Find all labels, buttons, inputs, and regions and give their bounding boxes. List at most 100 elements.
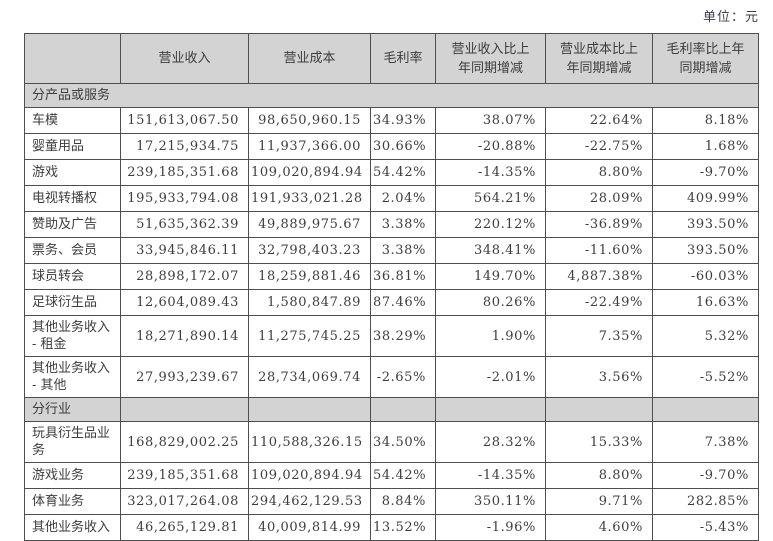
cell-category: 玩具衍生品业务 [24, 421, 121, 463]
unit-label: 单位：元 [702, 10, 759, 25]
cell-category: 票务、会员 [24, 237, 121, 264]
cell-category: 游戏 [24, 159, 121, 186]
data-row: 游戏业务 239,185,351.68 109,020,894.94 54.42% -1… [24, 462, 759, 489]
cell-revenue: 46,265,129.81 [120, 514, 249, 541]
cell-cost: 18,259,881.46 [248, 263, 371, 290]
column-header-revenue: 营业收入 [120, 33, 249, 84]
cell-cost_yoy: 3.56% [545, 356, 653, 398]
cell-cost_yoy: 28.09% [545, 185, 653, 212]
cell-gross_margin: 34.93% [370, 107, 436, 134]
cell-category: 电视转播权 [24, 185, 121, 212]
column-header-gross_margin: 毛利率 [370, 33, 436, 84]
cell-revenue: 195,933,794.08 [120, 185, 249, 212]
cell-category: 赞助及广告 [24, 211, 121, 238]
cell-gross_margin_yoy: 282.85% [652, 488, 759, 515]
cell-cost: 11,937,366.00 [248, 133, 371, 160]
cell-revenue: 239,185,351.68 [120, 159, 249, 186]
data-row: 赞助及广告 51,635,362.39 49,889,975.67 3.38% 220.… [24, 211, 759, 238]
cell-cost_yoy: -22.49% [545, 289, 653, 316]
cell-gross_margin_yoy: 1.68% [652, 133, 759, 160]
cell-gross_margin: 34.50% [370, 421, 436, 463]
data-row: 体育业务 323,017,264.08 294,462,129.53 8.84% 350… [24, 488, 759, 515]
cell-gross_margin: 87.46% [370, 289, 436, 316]
cell-gross_margin_yoy: -5.43% [652, 514, 759, 541]
column-header-cost_yoy: 营业成本比上年同期增减 [545, 33, 653, 84]
cell-cost_yoy: 4.60% [545, 514, 653, 541]
cell-category: 其他业务收入 - 租金 [24, 315, 121, 357]
section-empty-cell [370, 397, 436, 422]
cell-cost: 11,275,745.25 [248, 315, 371, 357]
cell-gross_margin: 54.42% [370, 462, 436, 489]
cell-revenue_yoy: 1.90% [435, 315, 546, 357]
cell-cost_yoy: -22.75% [545, 133, 653, 160]
cell-revenue_yoy: -14.35% [435, 462, 546, 489]
section-empty-cell [120, 397, 249, 422]
cell-cost_yoy: 9.71% [545, 488, 653, 515]
cell-gross_margin: 3.38% [370, 211, 436, 238]
cell-revenue_yoy: -14.35% [435, 159, 546, 186]
data-row: 其他业务收入 - 租金 18,271,890.14 11,275,745.25 38.… [24, 315, 759, 357]
cell-revenue: 239,185,351.68 [120, 462, 249, 489]
cell-revenue_yoy: -2.01% [435, 356, 546, 398]
cell-revenue: 28,898,172.07 [120, 263, 249, 290]
cell-gross_margin_yoy: -9.70% [652, 462, 759, 489]
data-row: 婴童用品 17,215,934.75 11,937,366.00 30.66% -20.… [24, 133, 759, 160]
section-title: 分行业 [24, 397, 121, 422]
cell-gross_margin: 36.81% [370, 263, 436, 290]
section-row: 分行业 [24, 397, 759, 422]
data-row: 其他业务收入 - 其他 27,993,239.67 28,734,069.74 -2.… [24, 356, 759, 398]
cell-cost_yoy: 7.35% [545, 315, 653, 357]
cell-cost_yoy: -36.89% [545, 211, 653, 238]
financial-table: 营业收入 营业成本 毛利率 营业收入比上年同期增减 营业成本比上年同期增减 毛利率比上年同… [24, 33, 759, 541]
cell-revenue_yoy: 350.11% [435, 488, 546, 515]
cell-cost: 110,588,326.15 [248, 421, 371, 463]
cell-revenue: 27,993,239.67 [120, 356, 249, 398]
cell-cost: 49,889,975.67 [248, 211, 371, 238]
cell-gross_margin: 8.84% [370, 488, 436, 515]
cell-cost_yoy: 4,887.38% [545, 263, 653, 290]
cell-cost: 32,798,403.23 [248, 237, 371, 264]
cell-gross_margin_yoy: 5.32% [652, 315, 759, 357]
cell-revenue_yoy: 28.32% [435, 421, 546, 463]
cell-revenue: 51,635,362.39 [120, 211, 249, 238]
cell-gross_margin: 54.42% [370, 159, 436, 186]
cell-cost_yoy: 8.80% [545, 462, 653, 489]
cell-cost_yoy: 15.33% [545, 421, 653, 463]
cell-category: 体育业务 [24, 488, 121, 515]
cell-revenue_yoy: -1.96% [435, 514, 546, 541]
column-header-category [24, 33, 121, 84]
cell-category: 游戏业务 [24, 462, 121, 489]
data-row: 票务、会员 33,945,846.11 32,798,403.23 3.38% 348.… [24, 237, 759, 264]
cell-gross_margin_yoy: -60.03% [652, 263, 759, 290]
cell-gross_margin_yoy: 8.18% [652, 107, 759, 134]
cell-cost: 1,580,847.89 [248, 289, 371, 316]
cell-category: 球员转会 [24, 263, 121, 290]
cell-revenue_yoy: 348.41% [435, 237, 546, 264]
cell-cost_yoy: 8.80% [545, 159, 653, 186]
cell-cost: 109,020,894.94 [248, 462, 371, 489]
cell-revenue: 168,829,002.25 [120, 421, 249, 463]
cell-gross_margin: 30.66% [370, 133, 436, 160]
cell-cost: 98,650,960.15 [248, 107, 371, 134]
cell-gross_margin_yoy: -9.70% [652, 159, 759, 186]
cell-cost: 109,020,894.94 [248, 159, 371, 186]
data-row: 游戏 239,185,351.68 109,020,894.94 54.42% -14.… [24, 159, 759, 186]
cell-category: 其他业务收入 [24, 514, 121, 541]
cell-category: 婴童用品 [24, 133, 121, 160]
cell-gross_margin: 13.52% [370, 514, 436, 541]
cell-gross_margin: 3.38% [370, 237, 436, 264]
cell-category: 足球衍生品 [24, 289, 121, 316]
column-header-gross_margin_yoy: 毛利率比上年同期增减 [652, 33, 759, 84]
column-header-cost: 营业成本 [248, 33, 371, 84]
cell-cost: 191,933,021.28 [248, 185, 371, 212]
cell-revenue_yoy: 80.26% [435, 289, 546, 316]
cell-revenue: 151,613,067.50 [120, 107, 249, 134]
section-empty-cell [652, 397, 759, 422]
data-row: 电视转播权 195,933,794.08 191,933,021.28 2.04% 56… [24, 185, 759, 212]
cell-revenue_yoy: 149.70% [435, 263, 546, 290]
cell-cost: 294,462,129.53 [248, 488, 371, 515]
data-row: 其他业务收入 46,265,129.81 40,009,814.99 13.52% -1… [24, 514, 759, 541]
cell-revenue: 323,017,264.08 [120, 488, 249, 515]
table-header-row: 营业收入 营业成本 毛利率 营业收入比上年同期增减 营业成本比上年同期增减 毛利率比上年同… [24, 33, 759, 84]
section-empty-cell [435, 397, 546, 422]
